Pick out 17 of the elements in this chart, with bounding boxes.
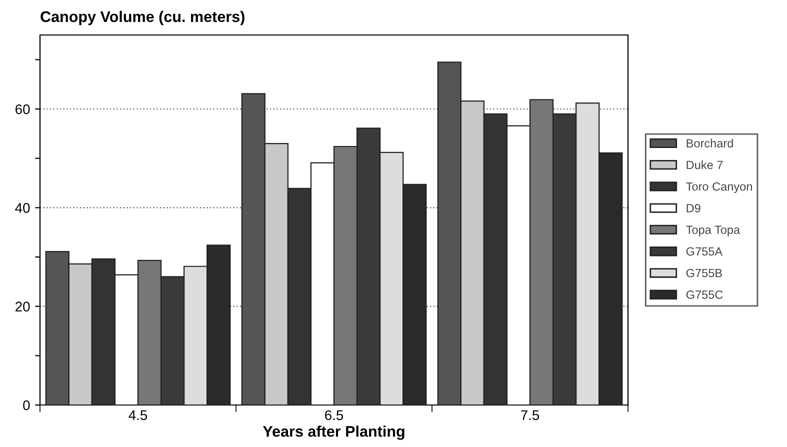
legend-label: G755A: [686, 247, 723, 256]
x-tick-label: 6.5: [325, 410, 344, 420]
y-tick-label: 40: [15, 203, 30, 213]
y-tick-label: 60: [16, 104, 30, 114]
legend-label: G755C: [686, 290, 723, 299]
x-tick-label: 7.5: [521, 410, 540, 420]
legend-label: Topa Topa: [686, 226, 740, 236]
x-axis-title: Years after Planting: [262, 426, 404, 440]
x-tick-label: 4.5: [128, 410, 148, 420]
y-tick-label: 0: [23, 400, 30, 410]
chart-title: Canopy Volume (cu. meters): [40, 10, 244, 26]
y-tick-label: 20: [16, 302, 30, 312]
legend-label: Toro Canyon: [686, 182, 752, 194]
legend-label: D9: [686, 204, 700, 212]
legend-label: Duke 7: [686, 160, 723, 170]
legend-label: G755B: [686, 268, 722, 278]
legend-label: Borchard: [686, 138, 733, 148]
